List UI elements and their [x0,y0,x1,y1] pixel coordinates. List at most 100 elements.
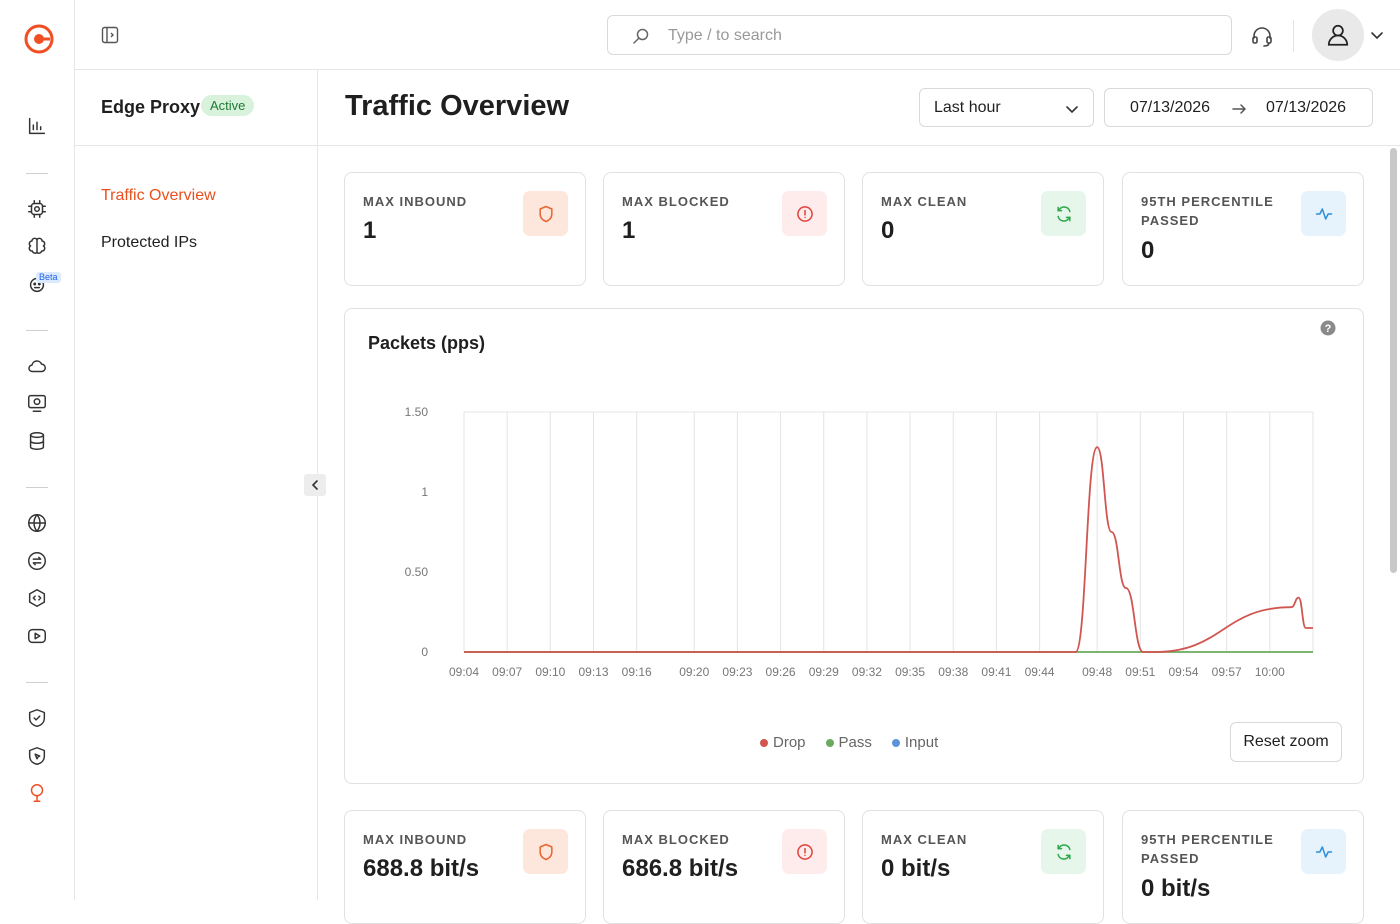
help-icon[interactable]: ? [1320,320,1336,336]
x-tick-label: 09:41 [981,665,1011,679]
chevron-left-icon [311,480,318,490]
x-tick-label: 09:04 [449,665,479,679]
stat-icon-box [1301,829,1346,874]
stat-icon-box [1301,191,1346,236]
start-date[interactable]: 07/13/2026 [1130,99,1211,116]
stat-icon-box [523,829,568,874]
shield-cursor-icon[interactable] [24,743,50,769]
stat-label: MAX BLOCKED [622,194,730,209]
shield-check-icon[interactable] [24,705,50,731]
service-panel: Edge Proxy Active Traffic Overview Prote… [75,70,318,900]
rail-divider [26,173,48,174]
rail-divider [26,487,48,488]
chart-title: Packets (pps) [368,333,486,353]
stat-label: 95TH PERCENTILE PASSED [1141,194,1274,228]
app-logo-icon[interactable] [24,24,54,54]
y-tick-label: 1 [421,485,428,499]
sidebar-toggle-icon[interactable] [101,26,119,44]
legend-item-drop[interactable]: Drop [760,734,806,751]
arrow-right-icon [1232,104,1247,114]
x-tick-label: 09:35 [895,665,925,679]
stat-icon-box [523,191,568,236]
service-name: Edge Proxy [101,97,201,117]
rail-divider [26,330,48,331]
series-line-drop [464,446,1313,653]
packets-chart-card: Packets (pps) ? 09:04 09:07 09:10 09:13 09:1… [344,308,1364,784]
svg-text:?: ? [1325,323,1332,335]
search-input[interactable] [668,25,1208,47]
end-date[interactable]: 07/13/2026 [1266,99,1347,116]
edge-proxy-icon[interactable] [24,780,50,806]
stat-icon-box [782,191,827,236]
scrollbar[interactable] [1390,148,1397,573]
date-range-picker[interactable]: 07/13/2026 07/13/2026 [1104,88,1373,127]
rail-divider [26,682,48,683]
stat-card: MAX CLEAN 0 bit/s [862,810,1104,924]
search-box[interactable] [607,15,1232,55]
headset-icon[interactable] [1250,24,1274,48]
x-tick-label: 09:16 [622,665,652,679]
activity-icon [1315,207,1332,220]
stat-icon-box [782,829,827,874]
y-tick-label: 0.50 [405,565,429,579]
stat-card: 95TH PERCENTILE PASSED 0 bit/s [1122,810,1364,924]
database-icon[interactable] [24,428,50,454]
stat-label: MAX CLEAN [881,194,968,209]
monitor-icon[interactable] [24,390,50,416]
stat-label: 95TH PERCENTILE PASSED [1141,832,1274,866]
stat-card: MAX INBOUND 1 [344,172,586,286]
x-tick-label: 09:32 [852,665,882,679]
globe-settings-icon[interactable] [24,510,50,536]
stat-value: 0 [881,217,895,244]
collapse-panel-button[interactable] [304,474,326,496]
brain-icon[interactable] [24,233,50,259]
legend-dot [825,738,834,747]
legend-label: Pass [838,734,872,751]
stat-card: MAX BLOCKED 1 [603,172,845,286]
legend-dot [891,738,900,747]
stat-label: MAX INBOUND [363,832,468,847]
x-tick-label: 10:00 [1255,665,1285,679]
shield-icon [538,843,553,860]
legend-item-input[interactable]: Input [891,734,939,751]
stat-value: 688.8 bit/s [363,855,480,882]
page-header: Traffic Overview Last hour 07/13/2026 07… [318,70,1400,146]
page-title: Traffic Overview [345,90,570,122]
exchange-icon[interactable] [24,548,50,574]
legend-dot [760,738,768,747]
chevron-down-icon[interactable] [1370,28,1384,42]
x-tick-label: 09:23 [722,665,752,679]
stat-icon-box [1041,191,1086,236]
stat-label: MAX BLOCKED [622,832,730,847]
y-tick-label: 1.50 [405,405,429,419]
top-bar [75,0,1400,70]
stat-value: 0 bit/s [1141,875,1211,902]
legend-item-pass[interactable]: Pass [825,734,872,751]
avatar[interactable] [1312,9,1364,61]
status-badge: Active [201,95,255,116]
nav-traffic-overview[interactable]: Traffic Overview [101,187,216,204]
user-icon [1327,24,1349,46]
alert-circle-icon [796,843,813,860]
stat-card: 95TH PERCENTILE PASSED 0 [1122,172,1364,286]
x-tick-label: 09:57 [1212,665,1242,679]
x-tick-label: 09:07 [492,665,522,679]
cloud-icon[interactable] [24,353,50,379]
time-range-select[interactable]: Last hour [919,88,1094,127]
code-icon[interactable] [24,585,50,611]
x-tick-label: 09:54 [1168,665,1198,679]
packets-chart[interactable]: 09:04 09:07 09:10 09:13 09:16 09:20 09:23 09:26… [345,309,1365,709]
legend-label: Input [904,734,939,751]
video-icon[interactable] [24,623,50,649]
y-tick-label: 0 [421,645,428,659]
stat-value: 0 [1141,237,1155,264]
analytics-icon[interactable] [24,113,50,139]
nav-protected-ips[interactable]: Protected IPs [101,234,198,251]
x-tick-label: 09:20 [679,665,709,679]
reset-zoom-button[interactable]: Reset zoom [1230,722,1342,762]
stat-value: 686.8 bit/s [622,855,739,882]
topbar-divider [1293,20,1294,52]
icon-rail: Beta [0,0,75,900]
chart-legend: Drop Pass Input [760,734,938,751]
chip-icon[interactable] [24,196,50,222]
